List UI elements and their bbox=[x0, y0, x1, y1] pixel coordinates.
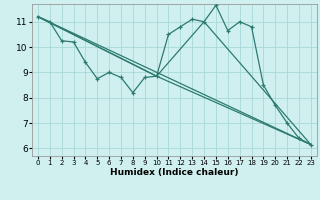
X-axis label: Humidex (Indice chaleur): Humidex (Indice chaleur) bbox=[110, 168, 239, 177]
